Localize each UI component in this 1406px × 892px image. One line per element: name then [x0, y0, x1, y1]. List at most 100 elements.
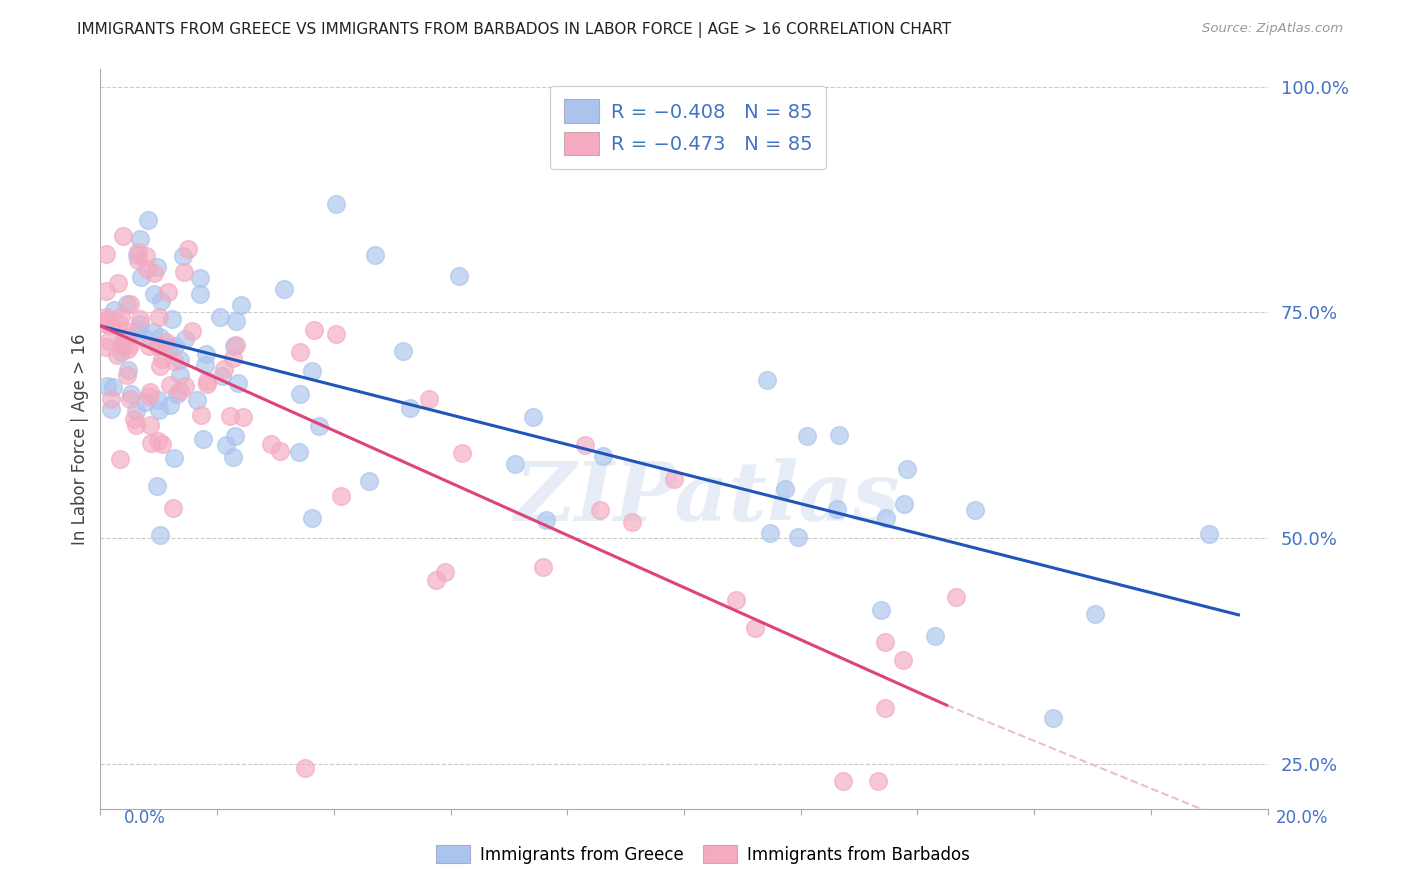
Point [357, 475, 380, 489]
Point [522, 410, 544, 425]
Point [269, 444, 291, 458]
Point [134, 330, 156, 344]
Point [142, 286, 165, 301]
Point [177, 242, 200, 256]
Point [127, 323, 149, 337]
Point [896, 462, 918, 476]
Point [825, 501, 848, 516]
Point [110, 335, 132, 350]
Point [226, 376, 249, 391]
Point [875, 701, 897, 715]
Point [134, 394, 156, 409]
Point [146, 260, 169, 275]
Point [96, 313, 118, 327]
Point [96, 379, 118, 393]
Point [162, 501, 184, 516]
Point [166, 387, 188, 401]
Point [138, 389, 160, 403]
Point [128, 311, 150, 326]
Text: 0.0%: 0.0% [124, 809, 166, 827]
Point [302, 323, 325, 337]
Point [224, 429, 246, 443]
Point [169, 384, 191, 399]
Point [214, 438, 236, 452]
Point [212, 361, 235, 376]
Point [127, 244, 149, 259]
Point [325, 326, 347, 341]
Point [141, 435, 163, 450]
Point [169, 368, 191, 383]
Point [112, 339, 135, 353]
Point [159, 377, 181, 392]
Point [156, 285, 179, 300]
Point [868, 773, 890, 788]
Point [870, 603, 893, 617]
Point [222, 339, 245, 353]
Point [125, 417, 148, 432]
Point [364, 248, 387, 262]
Point [893, 497, 915, 511]
Point [229, 297, 252, 311]
Point [173, 332, 195, 346]
Point [143, 267, 166, 281]
Point [114, 324, 136, 338]
Point [1084, 607, 1107, 621]
Point [97, 334, 120, 348]
Point [129, 317, 152, 331]
Text: Source: ZipAtlas.com: Source: ZipAtlas.com [1202, 22, 1343, 36]
Point [325, 197, 347, 211]
Point [186, 392, 208, 407]
Point [148, 434, 170, 448]
Point [148, 527, 170, 541]
Point [531, 560, 554, 574]
Point [756, 373, 779, 387]
Point [222, 351, 245, 366]
Point [232, 409, 254, 424]
Point [138, 339, 160, 353]
Point [893, 653, 915, 667]
Point [103, 303, 125, 318]
Point [194, 358, 217, 372]
Point [96, 310, 118, 325]
Point [574, 438, 596, 452]
Point [139, 385, 162, 400]
Point [165, 339, 187, 353]
Point [163, 354, 186, 368]
Point [125, 248, 148, 262]
Point [744, 620, 766, 634]
Point [100, 401, 122, 416]
Text: ZIPatlas: ZIPatlas [515, 458, 900, 538]
Point [135, 262, 157, 277]
Point [662, 472, 685, 486]
Point [924, 630, 946, 644]
Point [120, 386, 142, 401]
Point [145, 478, 167, 492]
Point [159, 398, 181, 412]
Point [148, 310, 170, 324]
Point [146, 392, 169, 407]
Point [146, 339, 169, 353]
Point [169, 352, 191, 367]
Point [118, 297, 141, 311]
Legend: R = −0.408   N = 85, R = −0.473   N = 85: R = −0.408 N = 85, R = −0.473 N = 85 [551, 86, 825, 169]
Point [155, 335, 177, 350]
Point [219, 409, 242, 424]
Point [157, 340, 180, 354]
Point [96, 247, 118, 261]
Point [787, 530, 810, 544]
Point [135, 249, 157, 263]
Point [120, 338, 142, 352]
Text: 20.0%: 20.0% [1277, 809, 1329, 827]
Point [150, 293, 173, 308]
Point [725, 593, 748, 607]
Point [110, 345, 132, 359]
Point [110, 338, 132, 352]
Point [963, 503, 986, 517]
Point [148, 339, 170, 353]
Point [103, 380, 125, 394]
Point [875, 635, 897, 649]
Point [188, 270, 211, 285]
Point [260, 437, 283, 451]
Point [398, 401, 420, 415]
Point [796, 429, 818, 443]
